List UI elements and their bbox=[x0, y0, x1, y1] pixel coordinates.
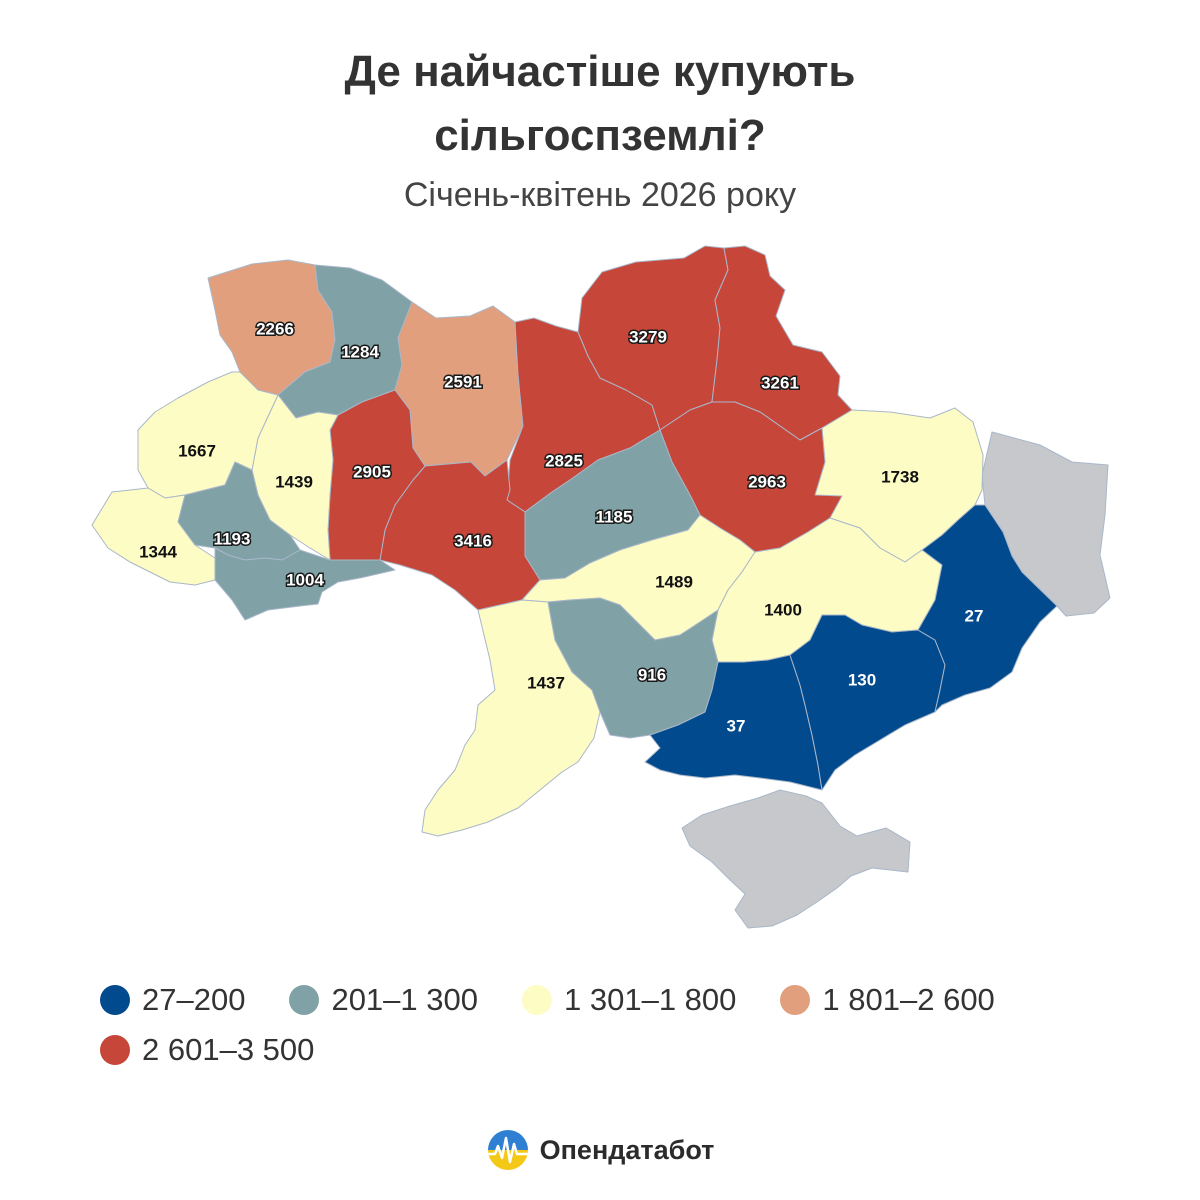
label-kharkiv: 1738 bbox=[881, 467, 919, 486]
region-chernivtsi bbox=[214, 547, 396, 621]
legend-label: 201–1 300 bbox=[331, 982, 478, 1017]
map-title: Де найчастіше купують сільгоспземлі? bbox=[0, 40, 1200, 168]
legend-swatch bbox=[780, 985, 811, 1015]
legend-label: 1 301–1 800 bbox=[564, 982, 737, 1017]
legend-label: 1 801–2 600 bbox=[822, 982, 995, 1017]
label-kyiv: 2825 bbox=[545, 451, 583, 470]
label-kirovohrad: 1489 bbox=[655, 572, 693, 591]
opendatabot-logo-icon bbox=[487, 1130, 528, 1170]
legend-swatch bbox=[289, 985, 320, 1015]
brand-name: Опендатабот bbox=[539, 1134, 715, 1165]
legend-swatch bbox=[522, 985, 552, 1015]
label-mykolaiv: 916 bbox=[638, 665, 666, 684]
label-chernivtsi: 1004 bbox=[286, 570, 324, 589]
region-crimea bbox=[681, 789, 911, 929]
title-line-2: сільгоспземлі? bbox=[434, 111, 766, 160]
label-dnipro: 1400 bbox=[764, 600, 802, 619]
legend-item: 1 301–1 800 bbox=[522, 982, 736, 1018]
label-khmelnytskyi: 2905 bbox=[353, 462, 391, 481]
legend-item: 1 801–2 600 bbox=[780, 982, 995, 1018]
label-ternopil: 1439 bbox=[275, 472, 313, 491]
region-donetsk bbox=[917, 504, 1058, 713]
legend-label: 2 601–3 500 bbox=[142, 1032, 315, 1067]
brand-footer: Опендатабот bbox=[0, 1128, 1200, 1172]
label-zaporizhzhia: 130 bbox=[848, 670, 876, 689]
label-ivano-frankivsk: 1193 bbox=[214, 529, 251, 548]
label-odesa: 1437 bbox=[527, 673, 565, 692]
label-donetsk: 27 bbox=[965, 606, 984, 625]
label-lviv: 1667 bbox=[178, 441, 216, 460]
label-sumy: 3261 bbox=[761, 373, 799, 392]
legend-item: 27–200 bbox=[100, 982, 245, 1018]
legend: 27–200 201–1 300 1 301–1 800 1 801–2 600… bbox=[100, 982, 1160, 1068]
legend-item: 201–1 300 bbox=[289, 982, 478, 1018]
legend-item: 2 601–3 500 bbox=[100, 1032, 314, 1068]
legend-label: 27–200 bbox=[142, 982, 246, 1017]
label-zakarpattia: 1344 bbox=[139, 542, 177, 561]
legend-swatch bbox=[100, 985, 130, 1015]
label-vinnytsia: 3416 bbox=[454, 531, 492, 550]
label-zhytomyr: 2591 bbox=[444, 372, 482, 391]
map-subtitle: Січень-квітень 2026 року bbox=[403, 176, 797, 214]
label-volyn: 2266 bbox=[256, 319, 294, 338]
label-cherkasy: 1185 bbox=[596, 507, 633, 526]
label-rivne: 1284 bbox=[341, 342, 379, 361]
label-kherson: 37 bbox=[727, 716, 746, 735]
title-line-1: Де найчастіше купують bbox=[344, 47, 856, 96]
label-chernihiv: 3279 bbox=[629, 327, 667, 346]
label-poltava: 2963 bbox=[748, 472, 786, 491]
legend-swatch bbox=[100, 1035, 130, 1065]
